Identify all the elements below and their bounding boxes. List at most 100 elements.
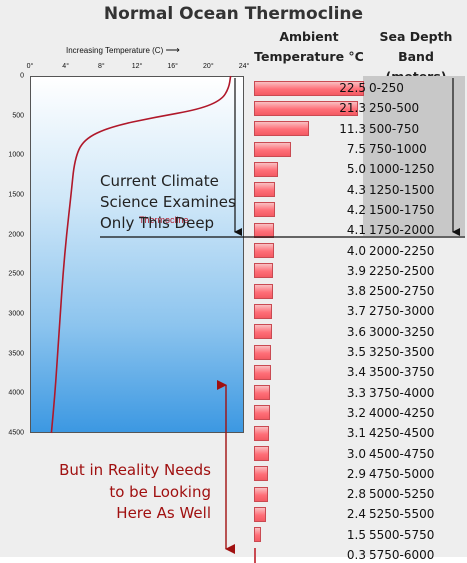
temperature-value-label: 1.5 xyxy=(346,527,366,542)
temperature-bar xyxy=(254,425,270,441)
depth-band-label: 3750-4000 xyxy=(369,385,435,400)
depth-band-label: 3500-3750 xyxy=(369,365,435,380)
reality-note: But in Reality Needs to be Looking Here … xyxy=(0,460,211,525)
depth-band-label: 2250-2500 xyxy=(369,263,435,278)
temperature-value-label: 4.3 xyxy=(346,182,366,197)
y-tick-label: 0 xyxy=(20,72,24,80)
temperature-bar xyxy=(254,344,272,360)
x-tick-label: 16° xyxy=(167,63,178,70)
y-tick-label: 500 xyxy=(12,112,24,120)
depth-band-label: 5250-5500 xyxy=(369,507,435,522)
arrow-right-icon: ⟶ xyxy=(165,45,180,56)
temperature-bar xyxy=(254,385,271,401)
x-tick-label: 12° xyxy=(131,63,143,70)
temperature-bar xyxy=(254,486,268,502)
thermocline-label: Thermocline xyxy=(139,215,189,225)
y-tick-label: 2000 xyxy=(8,231,24,239)
depth-band-label: 3250-3500 xyxy=(369,345,435,360)
temperature-value-label: 2.4 xyxy=(346,507,366,522)
ambient-header: Ambient Temperature °C xyxy=(253,27,365,67)
temperature-bar xyxy=(254,182,276,198)
temperature-bar xyxy=(254,466,269,482)
temperature-value-label: 22.5 xyxy=(339,81,366,96)
temperature-bar xyxy=(254,527,262,543)
x-tick-label: 24° xyxy=(238,63,250,70)
temperature-value-label: 21.3 xyxy=(339,101,366,116)
temperature-bar xyxy=(254,243,274,259)
temperature-bar xyxy=(254,141,291,157)
ambient-header-line2: Temperature °C xyxy=(254,49,364,64)
temperature-value-label: 3.0 xyxy=(346,446,366,461)
temperature-bar xyxy=(254,283,273,299)
temperature-value-label: 7.5 xyxy=(346,142,366,157)
depth-band-label: 250-500 xyxy=(369,101,420,116)
temperature-bar xyxy=(254,446,269,462)
temperature-bar xyxy=(254,506,266,522)
temperature-bar xyxy=(254,100,359,116)
y-tick-label: 4000 xyxy=(8,389,24,397)
depth-band-label: 3000-3250 xyxy=(369,324,435,339)
y-tick-label: 2500 xyxy=(8,270,24,278)
examined-depth-highlight xyxy=(363,76,465,236)
depth-band-label: 2500-2750 xyxy=(369,284,435,299)
x-tick-label: 0° xyxy=(26,63,34,70)
temperature-bar xyxy=(254,263,274,279)
chart-title: Normal Ocean Thermocline xyxy=(103,4,364,24)
y-tick-label: 4500 xyxy=(8,429,24,437)
ambient-header-line1: Ambient xyxy=(279,29,339,44)
depth-band-label: 750-1000 xyxy=(369,142,427,157)
depth-band-label: 4250-4500 xyxy=(369,426,435,441)
temperature-value-label: 2.9 xyxy=(346,466,366,481)
callout-text: Current Climate Science Examines Only Th… xyxy=(100,171,236,234)
depth-band-label: 5500-5750 xyxy=(369,527,435,542)
temperature-bar xyxy=(254,324,272,340)
temp-axis-label: Increasing Temperature (C) xyxy=(66,46,164,55)
temperature-value-label: 2.8 xyxy=(346,487,366,502)
plot-area: Thermocline xyxy=(30,76,244,433)
temperature-value-label: 5.0 xyxy=(346,162,366,177)
depth-band-label: 5000-5250 xyxy=(369,487,435,502)
temperature-value-label: 3.3 xyxy=(346,385,366,400)
depth-band-label: 1000-1250 xyxy=(369,162,435,177)
depth-band-label: 4500-4750 xyxy=(369,446,435,461)
y-tick-label: 1500 xyxy=(8,191,24,199)
temperature-value-label: 3.4 xyxy=(346,365,366,380)
y-tick-label: 1000 xyxy=(8,151,24,159)
depth-band-label: 4000-4250 xyxy=(369,405,435,420)
depth-band-label: 1500-1750 xyxy=(369,202,435,217)
temperature-value-label: 3.2 xyxy=(346,405,366,420)
x-tick-label: 4° xyxy=(62,63,70,70)
reality-note-line-1: But in Reality Needs xyxy=(59,461,211,479)
depth-band-label: 0-250 xyxy=(369,81,404,96)
depth-band-label: 500-750 xyxy=(369,121,420,136)
y-tick-label: 3500 xyxy=(8,350,24,358)
temperature-value-label: 3.5 xyxy=(346,345,366,360)
depth-band-label: 1250-1500 xyxy=(369,182,435,197)
callout-line-3: Only This Deep xyxy=(100,214,215,232)
thermocline-curve xyxy=(50,75,232,434)
depth-band-label: 2750-3000 xyxy=(369,304,435,319)
reality-note-line-2: to be Looking xyxy=(109,482,211,501)
reality-note-line-3: Here As Well xyxy=(116,504,211,522)
x-tick-label: 20° xyxy=(203,63,214,70)
temperature-bar xyxy=(254,161,279,177)
temp-axis-title: Increasing Temperature (C) ⟶ xyxy=(66,45,180,56)
depth-band-label: 2000-2250 xyxy=(369,243,435,258)
depth-band-label: 1750-2000 xyxy=(369,223,435,238)
temperature-bar xyxy=(254,364,271,380)
temperature-value-label: 4.0 xyxy=(346,243,366,258)
temperature-value-label: 4.2 xyxy=(346,202,366,217)
temperature-bar xyxy=(254,405,270,421)
temperature-bar xyxy=(254,303,273,319)
temperature-value-label: 11.3 xyxy=(339,121,366,136)
callout-line-2: Science Examines xyxy=(100,193,236,211)
depth-band-label: 4750-5000 xyxy=(369,466,435,481)
temperature-value-label: 3.7 xyxy=(346,304,366,319)
temperature-value-label: 3.1 xyxy=(346,426,366,441)
x-tick-label: 8° xyxy=(97,63,105,70)
temperature-value-label: 4.1 xyxy=(346,223,366,238)
temperature-bar xyxy=(254,80,364,96)
y-tick-label: 3000 xyxy=(8,310,24,318)
